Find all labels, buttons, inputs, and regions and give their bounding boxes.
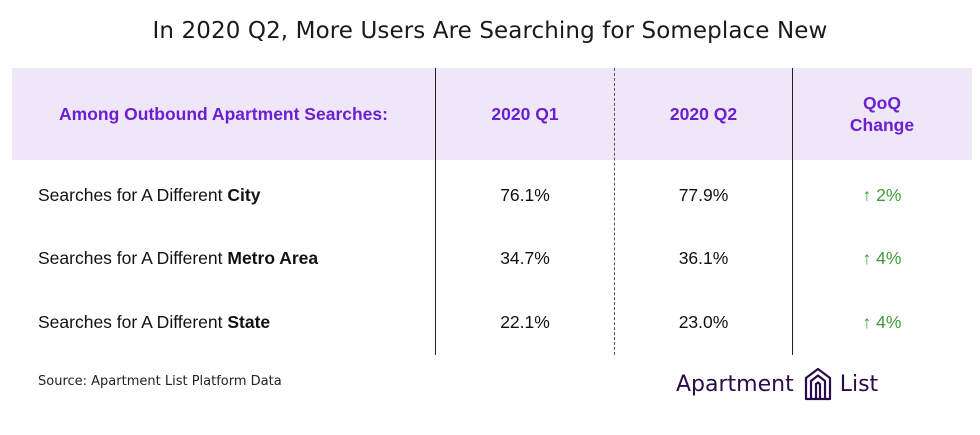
value-qoq-change: ↑ 4% (862, 247, 902, 268)
source-note: Source: Apartment List Platform Data (38, 374, 282, 389)
header-label: Among Outbound Apartment Searches: (59, 104, 388, 124)
row-label-bold: State (227, 311, 271, 332)
logo-word-apartment: Apartment (676, 371, 794, 397)
row-label-prefix: Searches for A Different (38, 247, 228, 268)
header-2020-q2: 2020 Q2 (669, 104, 738, 124)
column-divider (435, 68, 436, 355)
table-row: Searches for A Different Metro Area 34.7… (12, 226, 972, 290)
header-qoq-change: QoQ Change (792, 68, 972, 160)
building-logo-icon (804, 367, 831, 401)
header-qoq-line2: Change (849, 115, 915, 135)
row-label-bold: City (227, 184, 261, 205)
column-divider (614, 68, 615, 355)
page-title: In 2020 Q2, More Users Are Searching for… (152, 18, 828, 44)
row-label-prefix: Searches for A Different (38, 311, 228, 332)
table-header-background (12, 68, 972, 160)
header-2020-q1: 2020 Q1 (491, 104, 559, 124)
logo-word-list: List (839, 371, 879, 397)
row-label: Searches for A Different City (38, 163, 260, 227)
apartment-list-logo: Apartment List (676, 366, 878, 402)
value-2020-q2: 77.9% (678, 184, 729, 205)
value-2020-q2: 23.0% (678, 311, 729, 332)
value-2020-q1: 34.7% (500, 247, 550, 268)
table-row: Searches for A Different City 76.1% 77.9… (12, 163, 972, 227)
data-table: Among Outbound Apartment Searches: 2020 … (12, 68, 972, 355)
value-2020-q1: 22.1% (500, 311, 550, 332)
row-label: Searches for A Different Metro Area (38, 226, 318, 290)
value-2020-q1: 76.1% (500, 184, 550, 205)
column-divider (792, 68, 793, 355)
table-row: Searches for A Different State 22.1% 23.… (12, 290, 972, 354)
value-qoq-change: ↑ 2% (862, 184, 902, 205)
row-label-prefix: Searches for A Different (38, 184, 228, 205)
value-2020-q2: 36.1% (678, 247, 729, 268)
header-qoq-line1: QoQ (863, 93, 901, 113)
row-label-bold: Metro Area (227, 247, 319, 268)
row-label: Searches for A Different State (38, 290, 270, 354)
value-qoq-change: ↑ 4% (862, 311, 902, 332)
